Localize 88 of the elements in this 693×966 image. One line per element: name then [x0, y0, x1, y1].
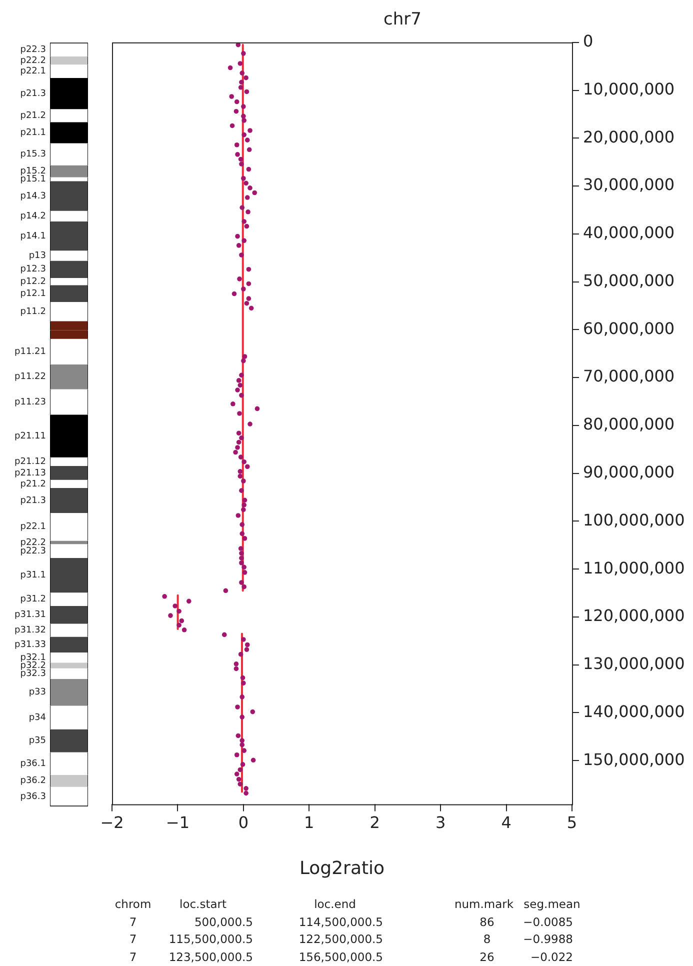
y-tick-label: 50,000,000 — [583, 270, 675, 290]
series-label: p32.1 — [20, 652, 46, 663]
series-label: p15.1 — [20, 174, 46, 185]
text: −0.0085 — [523, 914, 573, 928]
series-label: p15.3 — [20, 150, 46, 160]
text: loc.end — [314, 897, 356, 911]
series-label: p36.1 — [20, 758, 46, 769]
text: −0.9988 — [523, 932, 573, 946]
series-label: p31.33 — [14, 640, 46, 650]
series-label: p11.23 — [14, 397, 46, 408]
series-label: p11.21 — [14, 346, 46, 357]
x-tick-label: 2 — [370, 812, 380, 832]
y-tick-label: 140,000,000 — [583, 702, 685, 721]
y-tick-label: 30,000,000 — [583, 175, 675, 194]
y-tick-label: 70,000,000 — [583, 366, 675, 386]
x-axis-title: Log2ratio — [299, 858, 385, 879]
text: 122,500,000.5 — [298, 932, 383, 946]
text: loc.start — [180, 897, 226, 911]
text: 7 — [129, 950, 137, 964]
x-tick-label: 3 — [435, 812, 446, 832]
series-label: p22.2 — [20, 538, 46, 548]
series-label: p21.11 — [14, 431, 46, 442]
text: 115,500,000.5 — [168, 932, 253, 946]
series-label: p33 — [28, 688, 46, 698]
x-tick-label: 5 — [566, 812, 578, 832]
text: 26 — [480, 950, 494, 964]
series-label: p12.1 — [20, 288, 46, 299]
y-tick-label: 0 — [583, 32, 594, 51]
series-label: p21.13 — [14, 468, 46, 478]
series-label: p13 — [28, 251, 46, 262]
text: 114,500,000.5 — [298, 914, 383, 928]
series-label: p15.2 — [20, 166, 46, 177]
x-tick-label: 4 — [501, 812, 512, 832]
series-label: p32.3 — [20, 668, 46, 679]
series-label: p32.2 — [20, 660, 46, 671]
series-label: p21.2 — [20, 479, 46, 490]
chart-title: chr7 — [384, 10, 422, 30]
series-label: p14.3 — [20, 191, 46, 202]
text: num.mark — [454, 897, 514, 911]
series-label: p22.2 — [20, 56, 46, 66]
text: seg.mean — [524, 897, 580, 911]
x-tick-label: 1 — [304, 812, 314, 832]
series-label: p31.2 — [20, 594, 46, 605]
text: 7 — [129, 914, 137, 928]
series-label: p36.3 — [20, 792, 46, 802]
legend-label: p21.1 — [20, 128, 46, 138]
y-tick-label: 130,000,000 — [583, 654, 685, 674]
y-tick-label: 100,000,000 — [583, 510, 685, 530]
series-label: p11.2 — [20, 306, 46, 317]
series-label: p12.3 — [20, 264, 46, 275]
series-label: p22.3 — [20, 546, 46, 556]
series-label: p31.31 — [14, 610, 46, 620]
series-label: p14.2 — [20, 211, 46, 222]
series-label: p22.1 — [20, 522, 46, 532]
y-tick-label: 110,000,000 — [583, 558, 685, 578]
series-label: p12.2 — [20, 276, 46, 287]
text: chrom — [114, 897, 152, 911]
series-label: p35 — [28, 736, 46, 746]
series-label: p31.32 — [14, 626, 46, 636]
text: 123,500,000.5 — [168, 950, 253, 964]
x-tick-label: −2 — [100, 812, 124, 832]
series-label: p11.22 — [14, 372, 46, 382]
y-tick-label: 60,000,000 — [583, 318, 675, 338]
series-label: p22.1 — [20, 66, 46, 77]
text: 86 — [480, 914, 494, 928]
text: 500,000.5 — [194, 914, 253, 928]
series-label: p21.2 — [20, 111, 46, 121]
text: 156,500,000.5 — [298, 950, 383, 964]
series-label: p36.2 — [20, 776, 46, 786]
y-tick-label: 80,000,000 — [583, 414, 675, 434]
series-label: p34 — [28, 712, 46, 723]
series-label: p14.1 — [20, 231, 46, 242]
series-label: p21.3 — [20, 88, 46, 99]
y-tick-label: 40,000,000 — [583, 223, 675, 242]
series-label: p22.3 — [20, 45, 46, 56]
y-tick-label: 20,000,000 — [583, 127, 675, 146]
x-tick-label: 0 — [238, 812, 249, 832]
text: 8 — [483, 932, 491, 946]
series-label: p31.1 — [20, 570, 46, 581]
y-tick-label: 10,000,000 — [583, 79, 675, 98]
series-label: p21.12 — [14, 457, 46, 468]
y-tick-label: 150,000,000 — [583, 750, 685, 769]
y-tick-label: 120,000,000 — [583, 606, 685, 626]
text: 7 — [129, 932, 137, 946]
text: −0.022 — [530, 950, 573, 964]
series-label: p21.3 — [20, 496, 46, 506]
y-tick-label: 90,000,000 — [583, 462, 675, 482]
x-tick-label: −1 — [166, 812, 190, 832]
